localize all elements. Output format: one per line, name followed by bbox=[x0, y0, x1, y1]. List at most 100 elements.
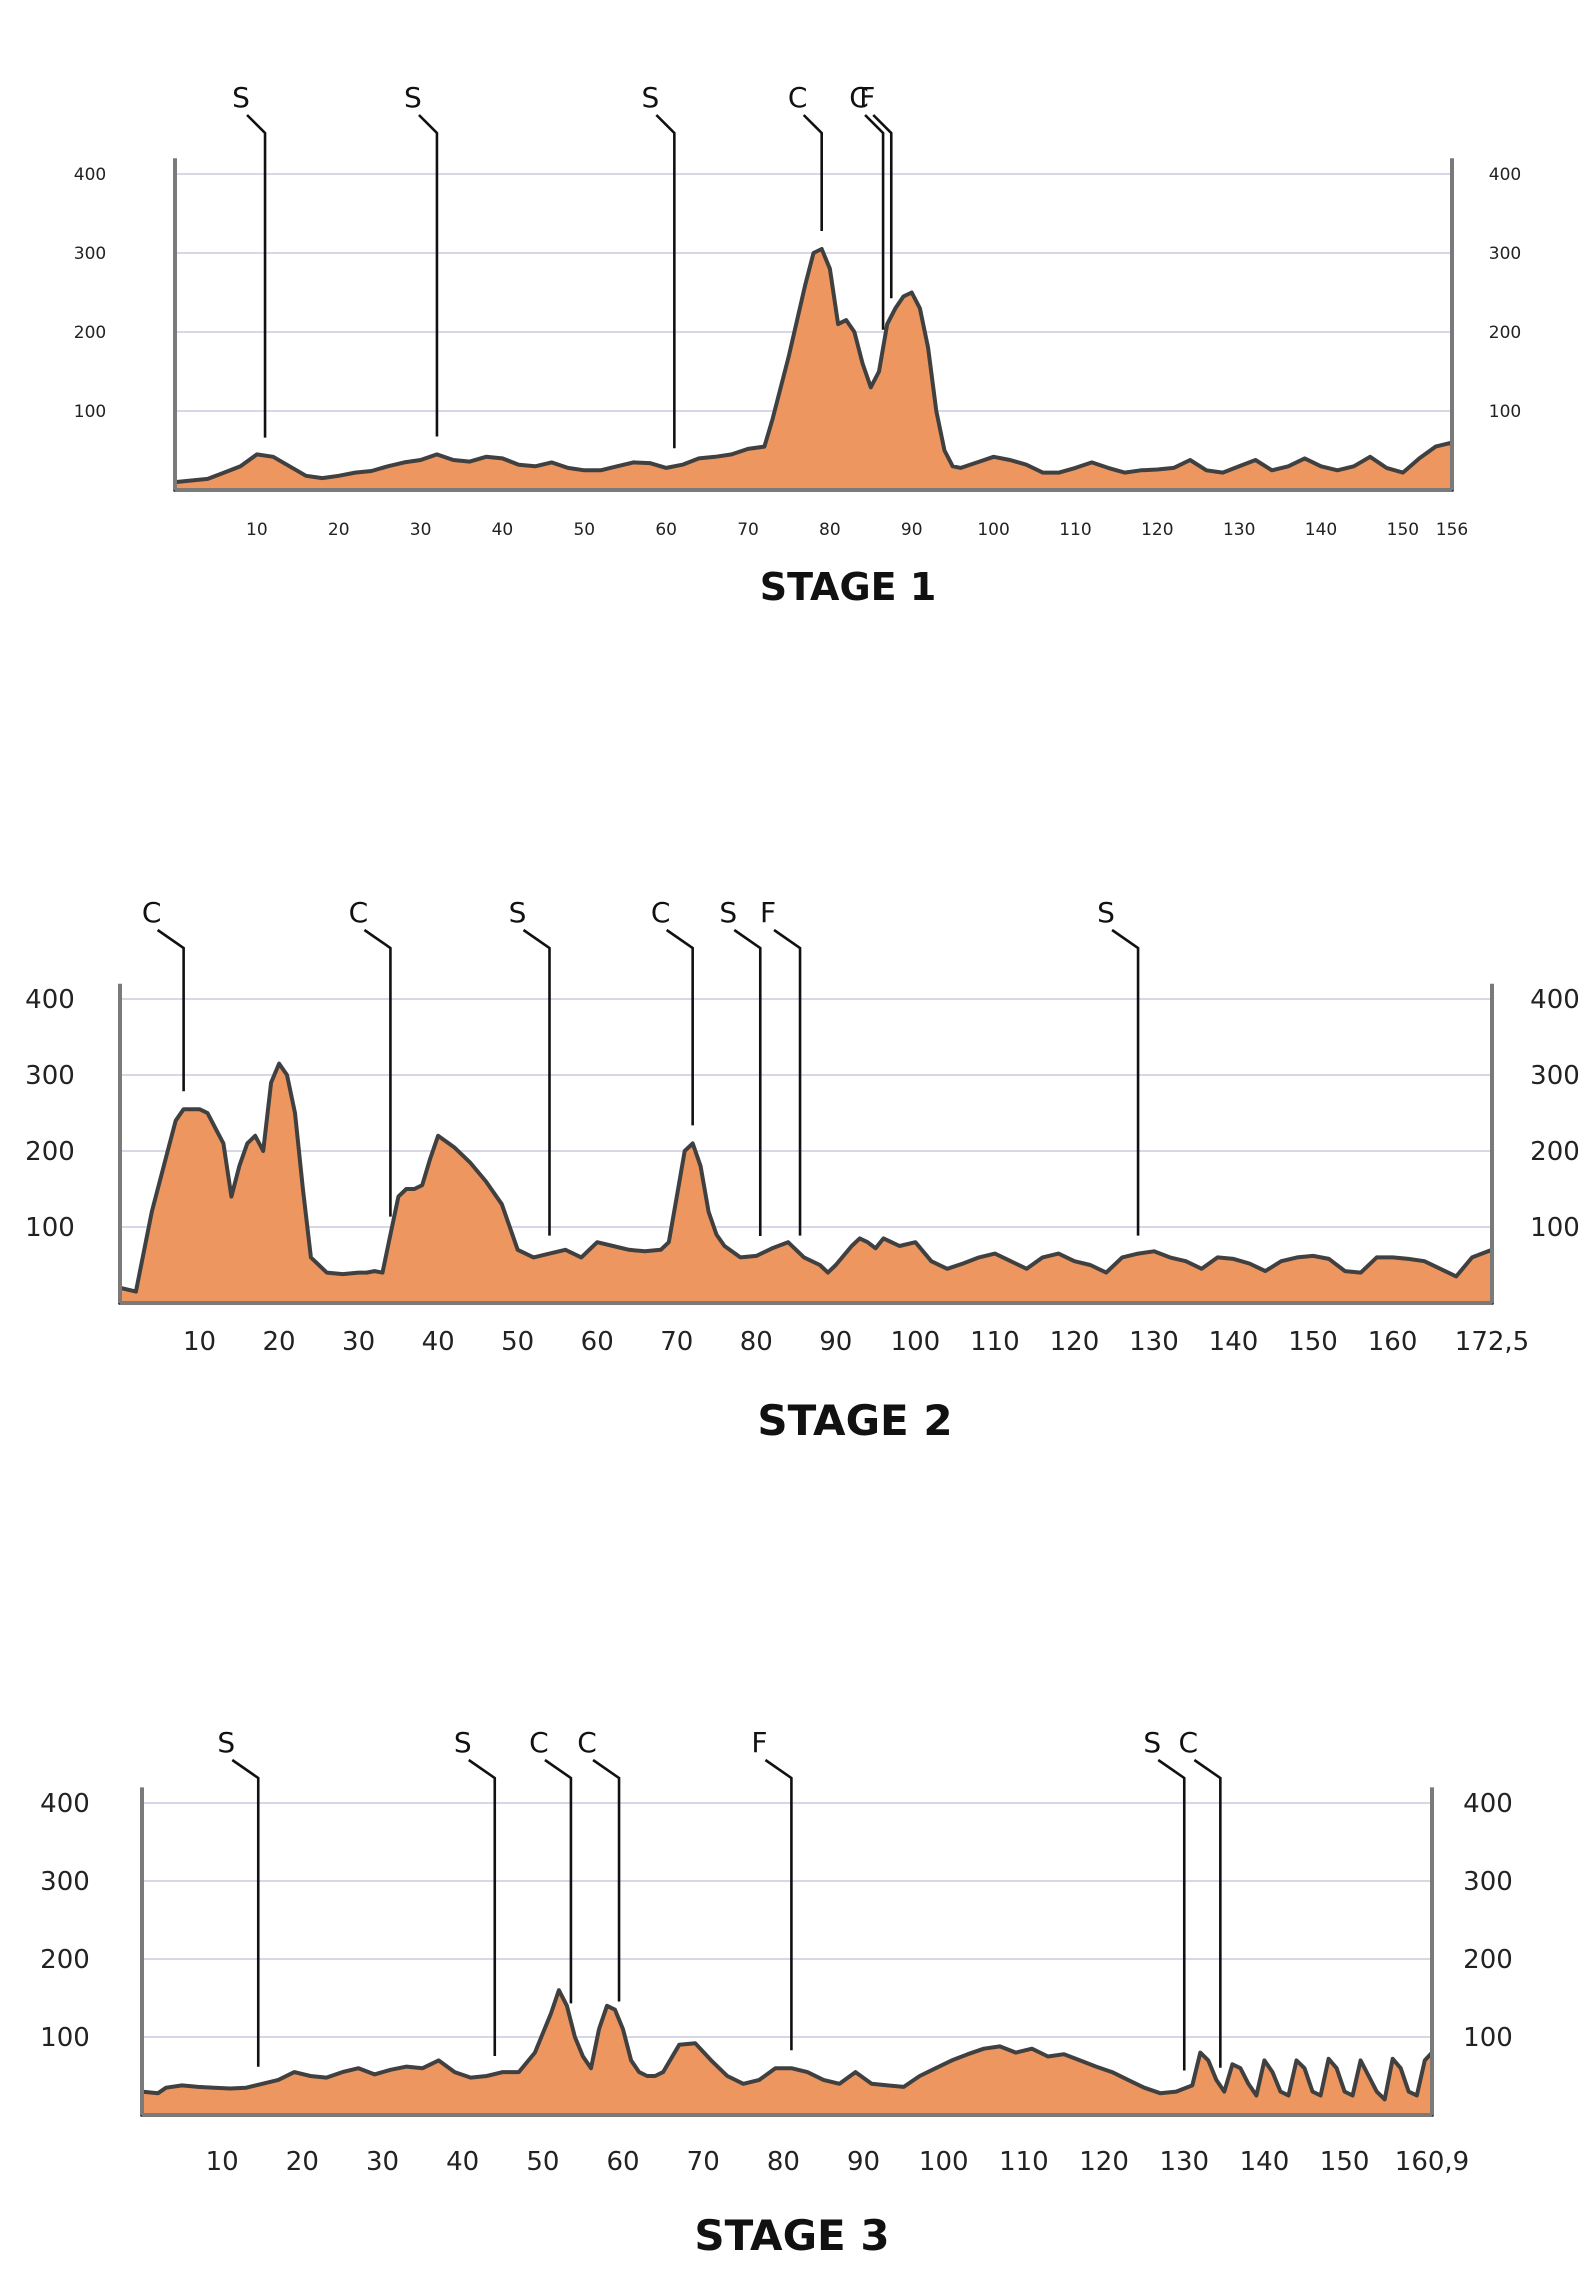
x-tick-label: 30 bbox=[366, 2147, 399, 2177]
x-tick-label: 100 bbox=[891, 1327, 941, 1357]
x-tick-label: 110 bbox=[970, 1327, 1020, 1357]
marker-line bbox=[1157, 1758, 1186, 2071]
marker-line bbox=[864, 114, 885, 330]
x-tick-label: 140 bbox=[1305, 520, 1337, 540]
stage-1-svg: 400 400 300 300 200 200 100 100 10 20 30 40 50 60 70 80… bbox=[74, 81, 1521, 609]
y-tick-label-right: 300 bbox=[1530, 1061, 1580, 1091]
y-tick-label-left: 100 bbox=[74, 402, 106, 422]
x-tick-label: 90 bbox=[901, 520, 923, 540]
marker-line bbox=[522, 928, 551, 1236]
x-tick-label: 160,9 bbox=[1395, 2147, 1469, 2177]
y-tick-label-left: 400 bbox=[40, 1789, 90, 1819]
marker-line bbox=[802, 114, 823, 232]
y-tick-label-left: 400 bbox=[25, 985, 75, 1015]
x-tick-label: 40 bbox=[446, 2147, 479, 2177]
marker-label-s: S bbox=[232, 81, 250, 114]
x-tick-label: 110 bbox=[999, 2147, 1049, 2177]
x-tick-label: 120 bbox=[1079, 2147, 1129, 2177]
marker-label-s: S bbox=[509, 896, 527, 929]
stage-3-svg: 400 400 300 300 200 200 100 100 10 20 30 40 50 60 70 80… bbox=[40, 1726, 1513, 2260]
y-tick-label-left: 200 bbox=[74, 323, 106, 343]
x-tick-label: 60 bbox=[606, 2147, 639, 2177]
chart-title: STAGE 3 bbox=[694, 2211, 889, 2260]
marker-line bbox=[592, 1758, 621, 2002]
x-tick-label: 90 bbox=[819, 1327, 852, 1357]
x-tick-label: 70 bbox=[687, 2147, 720, 2177]
marker-line bbox=[655, 114, 676, 449]
y-tick-label-right: 200 bbox=[1489, 323, 1521, 343]
marker-label-s: S bbox=[1097, 896, 1115, 929]
marker-line bbox=[1111, 928, 1140, 1236]
x-tick-label: 50 bbox=[526, 2147, 559, 2177]
stage-2-svg: 400 400 300 300 200 200 100 100 10 20 30 40 50 60 70 80… bbox=[25, 896, 1580, 1445]
x-tick-label: 60 bbox=[655, 520, 677, 540]
x-tick-label: 160 bbox=[1368, 1327, 1418, 1357]
stage-1-chart: 400 400 300 300 200 200 100 100 10 20 30 40 50 60 70 80… bbox=[0, 0, 1596, 640]
x-tick-label: 50 bbox=[573, 520, 595, 540]
x-tick-label: 100 bbox=[977, 520, 1009, 540]
marker-label-s: S bbox=[454, 1726, 472, 1759]
marker-label-c: C bbox=[788, 81, 808, 114]
x-tick-label: 140 bbox=[1209, 1327, 1259, 1357]
stage-2-chart: 400 400 300 300 200 200 100 100 10 20 30 40 50 60 70 80… bbox=[0, 860, 1596, 1460]
x-tick-label: 120 bbox=[1141, 520, 1173, 540]
x-tick-label: 80 bbox=[740, 1327, 773, 1357]
y-tick-label-right: 300 bbox=[1463, 1867, 1513, 1897]
marker-label-s: S bbox=[641, 81, 659, 114]
y-tick-label-right: 200 bbox=[1530, 1137, 1580, 1167]
marker-line bbox=[544, 1758, 573, 2004]
x-tick-label: 100 bbox=[919, 2147, 969, 2177]
x-tick-label: 172,5 bbox=[1455, 1327, 1529, 1357]
x-tick-label: 20 bbox=[286, 2147, 319, 2177]
x-tick-label: 10 bbox=[206, 2147, 239, 2177]
y-tick-label-right: 400 bbox=[1463, 1789, 1513, 1819]
x-tick-label: 150 bbox=[1288, 1327, 1338, 1357]
y-tick-label-left: 300 bbox=[74, 244, 106, 264]
marker-line bbox=[231, 1758, 260, 2067]
x-tick-label: 30 bbox=[410, 520, 432, 540]
marker-line bbox=[764, 1758, 793, 2051]
chart-title: STAGE 1 bbox=[760, 565, 937, 609]
x-tick-label: 120 bbox=[1050, 1327, 1100, 1357]
y-tick-label-left: 300 bbox=[40, 1867, 90, 1897]
marker-label-c: C bbox=[529, 1726, 549, 1759]
y-tick-label-right: 300 bbox=[1489, 244, 1521, 264]
marker-label-s: S bbox=[404, 81, 422, 114]
marker-line bbox=[418, 114, 439, 437]
x-tick-label: 10 bbox=[246, 520, 268, 540]
y-tick-label-left: 400 bbox=[74, 165, 106, 185]
y-tick-label-left: 100 bbox=[25, 1213, 75, 1243]
y-tick-label-right: 100 bbox=[1530, 1213, 1580, 1243]
marker-line bbox=[363, 928, 392, 1217]
marker-label-f: F bbox=[751, 1726, 767, 1759]
elevation-area bbox=[118, 1061, 1494, 1305]
marker-label-s: S bbox=[719, 896, 737, 929]
y-tick-label-right: 100 bbox=[1489, 402, 1521, 422]
marker-line bbox=[733, 928, 762, 1236]
x-tick-label: 80 bbox=[767, 2147, 800, 2177]
y-tick-label-right: 400 bbox=[1530, 985, 1580, 1015]
marker-line bbox=[872, 114, 893, 299]
y-tick-label-left: 300 bbox=[25, 1061, 75, 1091]
chart-title: STAGE 2 bbox=[757, 1396, 952, 1445]
marker-line bbox=[246, 114, 267, 438]
x-tick-label: 60 bbox=[581, 1327, 614, 1357]
marker-label-c: C bbox=[651, 896, 671, 929]
x-tick-label: 140 bbox=[1240, 2147, 1290, 2177]
y-tick-label-left: 200 bbox=[25, 1137, 75, 1167]
x-tick-label: 70 bbox=[660, 1327, 693, 1357]
y-tick-label-left: 200 bbox=[40, 1945, 90, 1975]
marker-label-s: S bbox=[1143, 1726, 1161, 1759]
x-tick-label: 90 bbox=[847, 2147, 880, 2177]
x-tick-label: 70 bbox=[737, 520, 759, 540]
x-tick-label: 20 bbox=[263, 1327, 296, 1357]
x-tick-label: 130 bbox=[1223, 520, 1255, 540]
marker-label-c: C bbox=[349, 896, 369, 929]
x-tick-label: 20 bbox=[328, 520, 350, 540]
x-tick-label: 130 bbox=[1159, 2147, 1209, 2177]
y-tick-label-right: 400 bbox=[1489, 165, 1521, 185]
marker-line bbox=[156, 928, 185, 1092]
x-tick-label: 130 bbox=[1129, 1327, 1179, 1357]
y-tick-label-right: 200 bbox=[1463, 1945, 1513, 1975]
stage-3-chart: 400 400 300 300 200 200 100 100 10 20 30 40 50 60 70 80… bbox=[0, 1660, 1596, 2280]
